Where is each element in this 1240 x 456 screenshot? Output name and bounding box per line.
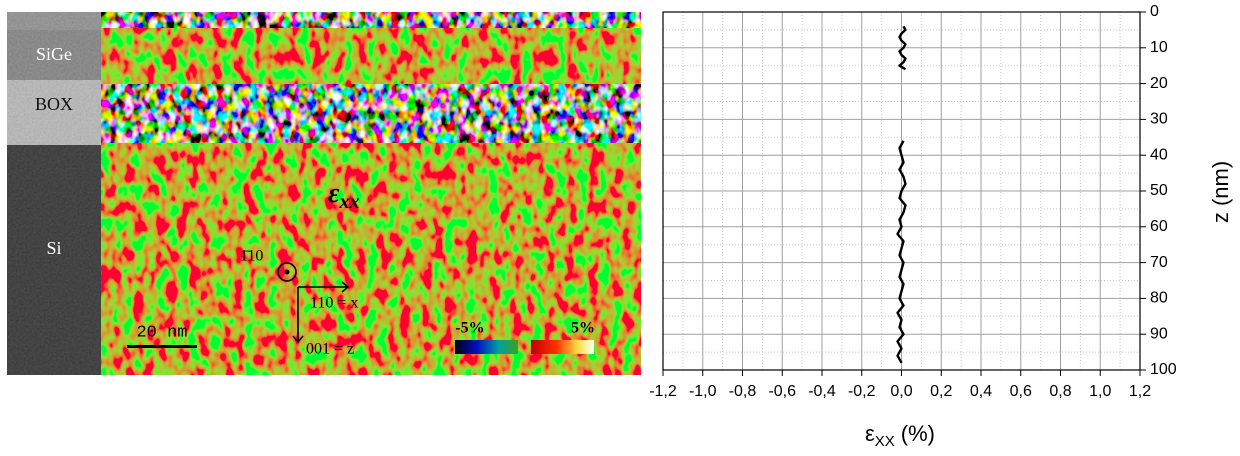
scale-bar: [127, 345, 197, 348]
y-tick-label: 100: [1150, 361, 1177, 378]
map-label-symbol: ε: [328, 178, 340, 209]
strain-map-noise: [101, 84, 641, 143]
y-tick-label: 10: [1150, 39, 1168, 56]
x-label-unit: (%): [901, 421, 935, 446]
colorbar-negative: [455, 340, 518, 354]
y-tick-label: 20: [1150, 75, 1168, 92]
x-axis-label: εXX (%): [865, 421, 935, 450]
x-tick-label: 1,2: [1129, 383, 1151, 400]
strain-map: εxx 1̄10 110 = x 001 = z 20 nm -5% 5%: [101, 12, 641, 375]
scale-bar-label: 20 nm: [136, 323, 187, 342]
strain-map-noise: [101, 12, 641, 28]
colorbar-positive: [531, 340, 594, 354]
axes-arrows: [292, 281, 350, 344]
tem-image: SiGe BOX Si: [7, 12, 101, 375]
direction-label: 1̄10: [240, 248, 263, 265]
x-tick-label: -0,2: [848, 383, 876, 400]
map-label-sub: xx: [338, 191, 359, 213]
out-of-plane-dot: [284, 269, 290, 275]
y-tick-label: 0: [1150, 3, 1159, 20]
x-tick-label: 0,0: [890, 383, 912, 400]
x-tick-label: -0,6: [768, 383, 796, 400]
y-tick-label: 40: [1150, 146, 1168, 163]
strain-map-field: [101, 12, 641, 375]
layer-label: BOX: [35, 94, 73, 114]
y-axis-label: z (nm): [1208, 161, 1233, 223]
tem-grain: [7, 12, 101, 375]
chart: εXX (%) z (nm) -1,2 -1,0 -0,8 -0,6 -0,4 -0,2 0,…: [649, 3, 1233, 450]
layer-label: SiGe: [36, 44, 72, 64]
x-tick-label: -0,8: [729, 383, 757, 400]
map-label: εxx: [328, 178, 359, 212]
colorbar-label: -5%: [455, 320, 484, 337]
axis-label: 001 = z: [306, 341, 354, 358]
x-tick-label: 1,0: [1089, 383, 1111, 400]
y-tick-label: 90: [1150, 325, 1168, 342]
axis-label: 110 = x: [310, 295, 358, 312]
x-label-symbol: ε: [865, 421, 875, 446]
x-tick-label: -1,0: [689, 383, 717, 400]
colorbar-label: 5%: [571, 320, 595, 337]
y-tick-label: 60: [1150, 218, 1168, 235]
y-tick-label: 50: [1150, 182, 1168, 199]
y-tick-label: 30: [1150, 111, 1168, 128]
x-tick-label: 0,4: [970, 383, 992, 400]
x-tick-label: 0,2: [930, 383, 952, 400]
out-of-plane-symbol: [277, 262, 297, 282]
y-tick-label: 80: [1150, 290, 1168, 307]
plot-frame: [662, 11, 1141, 371]
y-tick-label: 70: [1150, 254, 1168, 271]
data-line: [896, 25, 907, 364]
x-tick-label: 0,6: [1010, 383, 1032, 400]
x-tick-label: -0,4: [808, 383, 836, 400]
layer-label: Si: [46, 238, 61, 258]
x-tick-label: -1,2: [649, 383, 677, 400]
x-tick-label: 0,8: [1049, 383, 1071, 400]
x-label-sub: XX: [875, 433, 895, 450]
